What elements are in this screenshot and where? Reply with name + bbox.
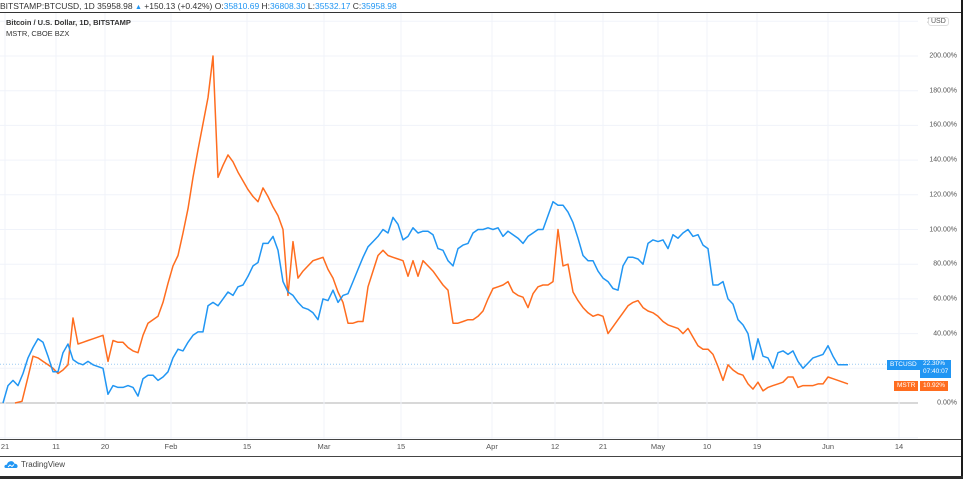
plot-area[interactable] xyxy=(0,13,918,439)
btc-series-tag: BTCUSD xyxy=(887,360,920,370)
mstr-series-tag: MSTR xyxy=(894,381,919,391)
price-axis-label: 200.00% xyxy=(929,52,957,60)
footer: TradingView xyxy=(0,456,961,476)
btcusd-line[interactable] xyxy=(2,200,848,404)
price-axis-label: 60.00% xyxy=(933,295,957,303)
btc-countdown: 07:40:07 xyxy=(923,368,949,375)
low-value: 35532.17 xyxy=(314,1,351,11)
time-axis-label: Jun xyxy=(821,442,835,451)
time-axis-label: 14 xyxy=(894,442,904,451)
last-price: 35958.98 xyxy=(97,1,133,11)
price-axis-label: 100.00% xyxy=(929,226,957,233)
time-axis-label: 20 xyxy=(100,442,110,451)
price-axis[interactable]: 200.00% 180.00% 160.00% 140.00% 120.00% 100.0… xyxy=(918,13,961,439)
open-label: O: xyxy=(214,1,224,11)
price-axis-label: 40.00% xyxy=(933,330,957,338)
time-axis[interactable]: 21 11 20 Feb 15 Mar 15 Apr 12 21 May 10 19 Jun 14 xyxy=(0,439,961,457)
legend-main-series[interactable]: Bitcoin / U.S. Dollar, 1D, BITSTAMP xyxy=(6,18,131,27)
currency-badge[interactable]: USD xyxy=(928,17,949,26)
close-value: 35958.98 xyxy=(361,1,397,11)
mstr-price-tag: 10.92% xyxy=(920,381,949,391)
high-label: H: xyxy=(261,1,271,11)
btc-value: 22.30% xyxy=(923,360,946,367)
close-label: C: xyxy=(352,1,362,11)
chart-legend: Bitcoin / U.S. Dollar, 1D, BITSTAMP MSTR… xyxy=(6,17,131,39)
symbol-label[interactable]: BITSTAMP:BTCUSD, 1D xyxy=(0,1,95,11)
time-axis-label: 11 xyxy=(52,442,60,451)
price-axis-label: 120.00% xyxy=(929,191,957,199)
time-axis-label: 10 xyxy=(702,442,712,451)
time-axis-label: Apr xyxy=(486,442,498,451)
time-axis-label: 21 xyxy=(0,442,10,451)
tradingview-logo[interactable]: TradingView xyxy=(4,460,65,469)
low-label: L: xyxy=(307,1,315,11)
time-axis-label: May xyxy=(650,442,666,451)
btc-price-tag: 22.30% 07:40:07 xyxy=(920,360,952,378)
time-axis-label: 21 xyxy=(598,442,608,451)
open-value: 35810.69 xyxy=(223,1,260,11)
price-axis-label: 0.00% xyxy=(937,399,957,407)
price-change: +150.13 (+0.42%) xyxy=(144,1,213,11)
high-value: 36808.30 xyxy=(270,1,306,11)
price-chart[interactable] xyxy=(0,13,918,439)
time-axis-label: Feb xyxy=(164,442,178,451)
price-axis-label: 80.00% xyxy=(933,260,957,268)
time-axis-label: 12 xyxy=(550,442,560,451)
time-axis-label: 15 xyxy=(396,442,406,451)
time-axis-label: Mar xyxy=(317,442,331,451)
legend-compare-series[interactable]: MSTR, CBOE BZX xyxy=(6,29,70,38)
price-axis-label: 160.00% xyxy=(929,121,957,129)
price-axis-label: 140.00% xyxy=(929,156,957,164)
symbol-header: BITSTAMP:BTCUSD, 1D 35958.98 ▲ +150.13 (… xyxy=(0,0,961,13)
time-axis-label: 19 xyxy=(752,442,762,451)
mstr-line[interactable] xyxy=(14,55,849,404)
up-arrow-icon: ▲ xyxy=(134,4,142,11)
time-axis-label: 15 xyxy=(242,442,252,451)
cloud-icon xyxy=(4,461,18,468)
tradingview-brand: TradingView xyxy=(21,460,66,469)
price-axis-label: 180.00% xyxy=(929,87,957,95)
